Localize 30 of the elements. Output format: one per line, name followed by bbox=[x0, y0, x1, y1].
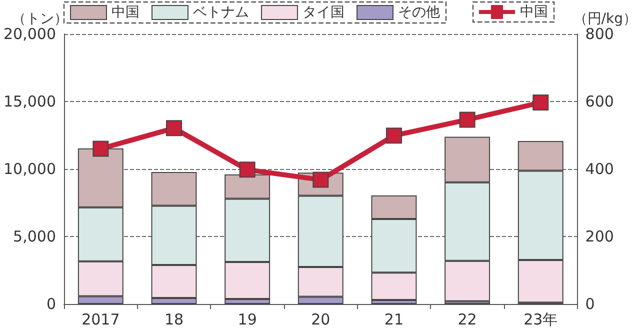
y2-tick-label: 400 bbox=[585, 160, 614, 178]
legend-label: タイ国 bbox=[302, 4, 344, 20]
y2-axis-title: （円/kg） bbox=[573, 11, 638, 27]
legend-label: ベトナム bbox=[193, 4, 249, 20]
x-tick-label: 22 bbox=[458, 310, 477, 328]
point bbox=[532, 94, 549, 111]
y-tick-label: 5,000 bbox=[13, 228, 56, 246]
x-tick-label: 2017 bbox=[82, 310, 120, 328]
y-axis-title: （トン） bbox=[12, 11, 68, 27]
y-tick-label: 10,000 bbox=[4, 160, 56, 178]
point bbox=[92, 140, 109, 157]
x-tick-label: 23年 bbox=[524, 310, 558, 328]
y2-tick-label: 600 bbox=[585, 92, 614, 110]
x-tick-label: 18 bbox=[164, 310, 184, 328]
x-tick-label: 19 bbox=[238, 310, 257, 328]
y2-tick-label: 800 bbox=[585, 25, 614, 43]
x-tick-label: 20 bbox=[311, 310, 330, 328]
legend-label: その他 bbox=[398, 4, 440, 20]
point bbox=[459, 112, 476, 128]
legend-label: 中国 bbox=[112, 4, 140, 20]
legend-label: 中国 bbox=[520, 4, 548, 20]
y-tick-label: 20,000 bbox=[4, 25, 56, 43]
point bbox=[239, 162, 256, 178]
y-tick-label: 15,000 bbox=[4, 92, 56, 110]
y2-tick-label: 200 bbox=[585, 228, 614, 246]
point bbox=[166, 120, 182, 136]
point bbox=[386, 128, 402, 144]
y2-tick-label: 0 bbox=[585, 295, 595, 313]
x-tick-label: 21 bbox=[384, 310, 404, 328]
y-tick-label: 0 bbox=[46, 295, 56, 313]
